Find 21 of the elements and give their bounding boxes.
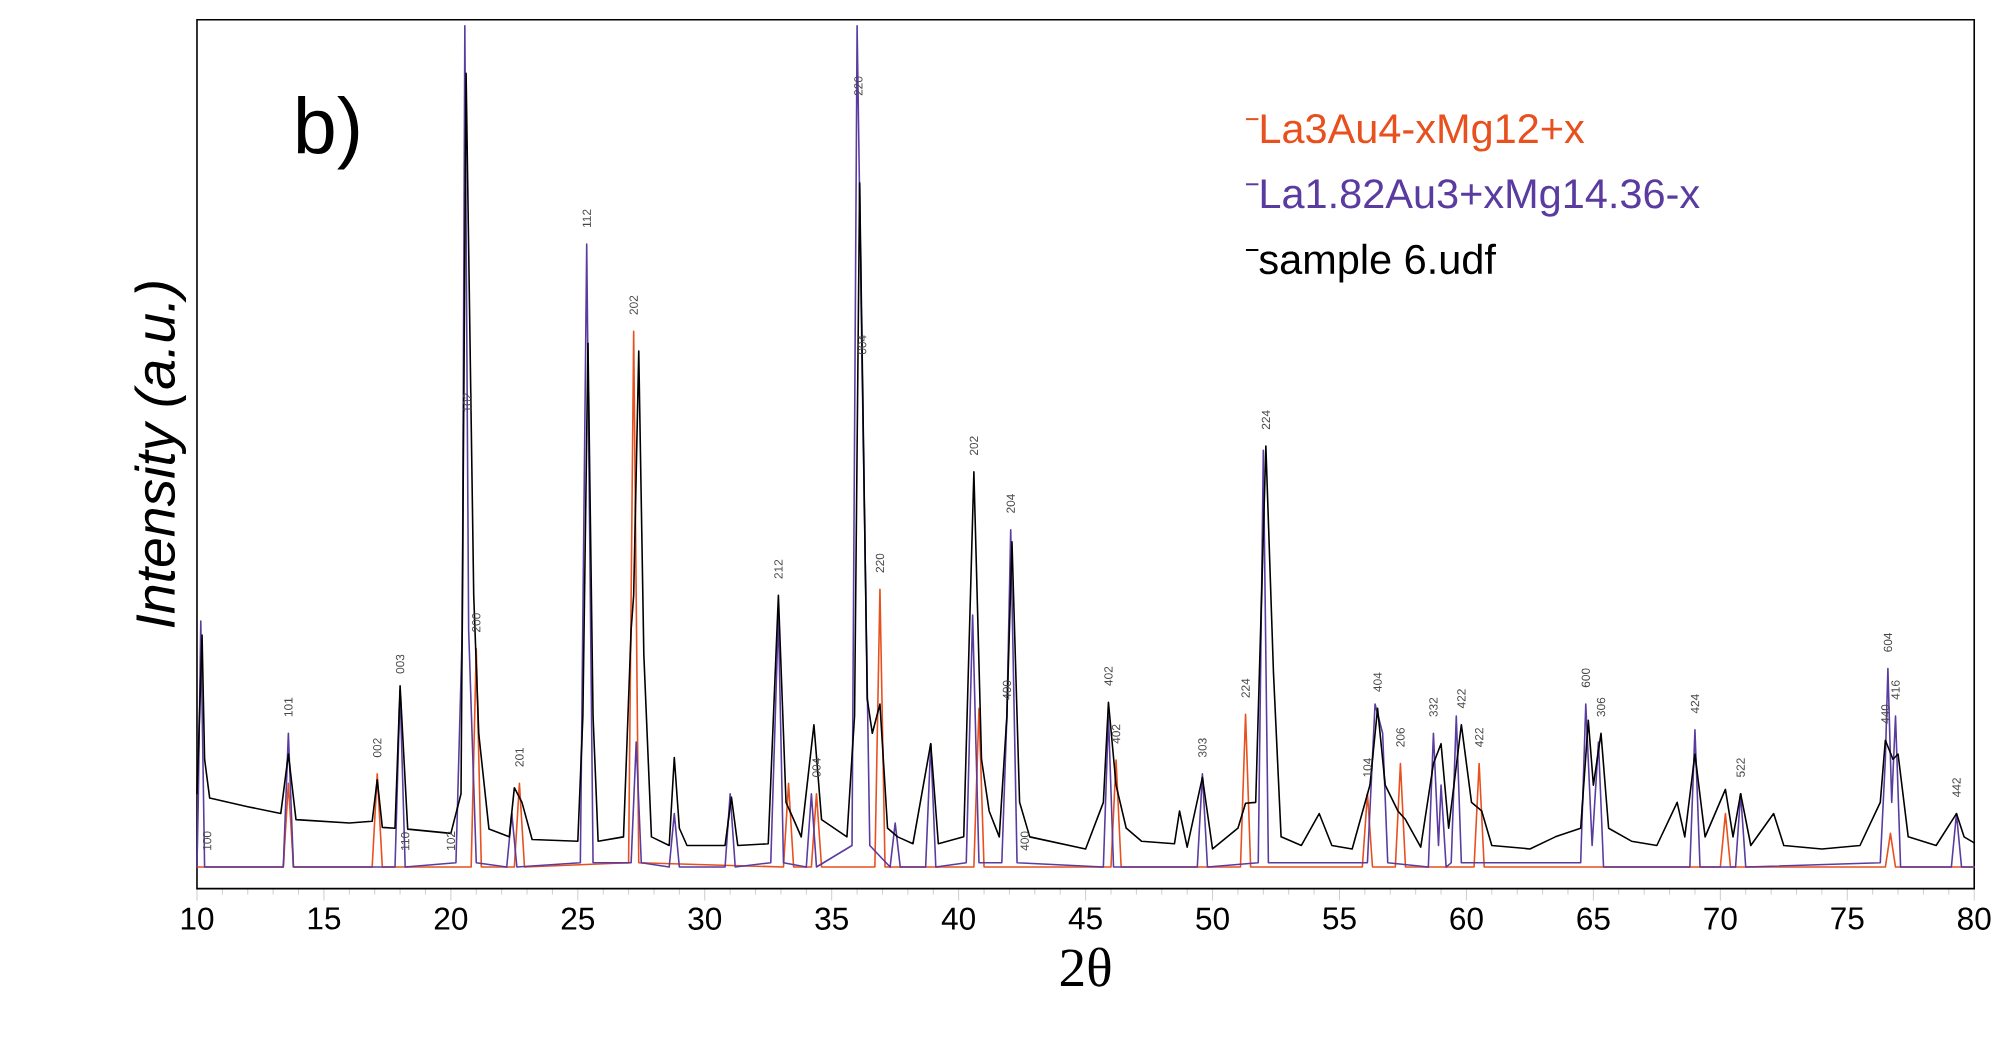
- x-tick-label: 60: [1450, 907, 1483, 931]
- x-tick-label: 50: [1196, 907, 1229, 931]
- legend-label: La1.82Au3+xMg14.36-x: [1261, 179, 1700, 218]
- y-axis-title: Intensity (a.u.): [134, 282, 187, 628]
- legend-label: La3Au4-xMg12+x: [1261, 114, 1585, 152]
- text: b): [297, 96, 359, 170]
- x-tick-label: 20: [434, 907, 468, 931]
- x-tick-label: 70: [1704, 907, 1737, 931]
- x-tick-label: 25: [561, 907, 595, 931]
- x-axis-title: 2θ: [1060, 947, 1111, 988]
- x-tick-label: 40: [941, 907, 975, 931]
- x-tick-label: 15: [308, 907, 341, 930]
- legend-label: sample 6.udf: [1259, 244, 1496, 283]
- x-tick-label: 55: [1323, 907, 1356, 930]
- x-tick-label: 45: [1068, 907, 1102, 930]
- x-tick-label: 65: [1577, 907, 1610, 931]
- x-tick-label: 10: [181, 907, 214, 931]
- x-tick-label: 35: [815, 907, 848, 931]
- x-tick-label: 30: [688, 907, 722, 931]
- x-tick-label: 80: [1958, 907, 1991, 931]
- x-tick-label: 75: [1831, 907, 1864, 930]
